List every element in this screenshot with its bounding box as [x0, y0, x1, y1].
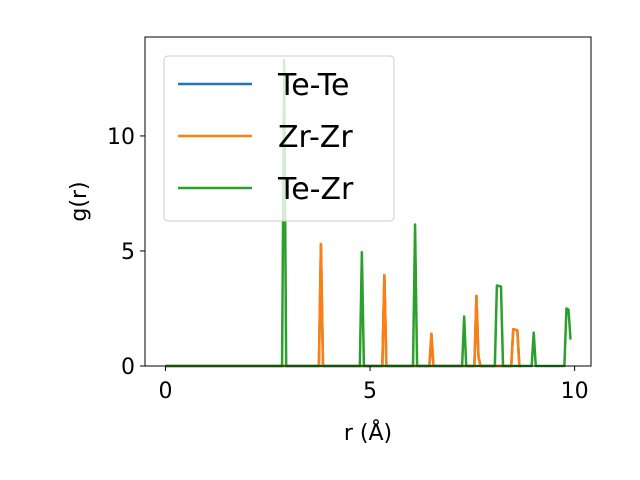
- y-tick-label: 0: [121, 355, 135, 380]
- plot-frame: [144, 36, 592, 367]
- legend-label-zr-zr: Zr-Zr: [278, 120, 353, 155]
- x-tick-label: 0: [158, 379, 172, 404]
- legend-label-te-zr: Te-Zr: [277, 172, 354, 207]
- legend-box: [163, 55, 395, 222]
- y-axis: 0 5 10: [107, 125, 145, 380]
- x-tick-label: 5: [363, 379, 377, 404]
- y-tick-label: 5: [121, 240, 135, 265]
- x-axis-label: r (Å): [344, 419, 392, 446]
- y-tick-label: 10: [107, 125, 135, 150]
- x-axis: 0 5 10: [158, 366, 589, 404]
- x-tick-label: 10: [561, 379, 589, 404]
- legend-label-te-te: Te-Te: [277, 68, 349, 103]
- legend: Te-Te Zr-Zr Te-Zr: [163, 55, 395, 222]
- y-axis-label: g(r): [67, 181, 92, 221]
